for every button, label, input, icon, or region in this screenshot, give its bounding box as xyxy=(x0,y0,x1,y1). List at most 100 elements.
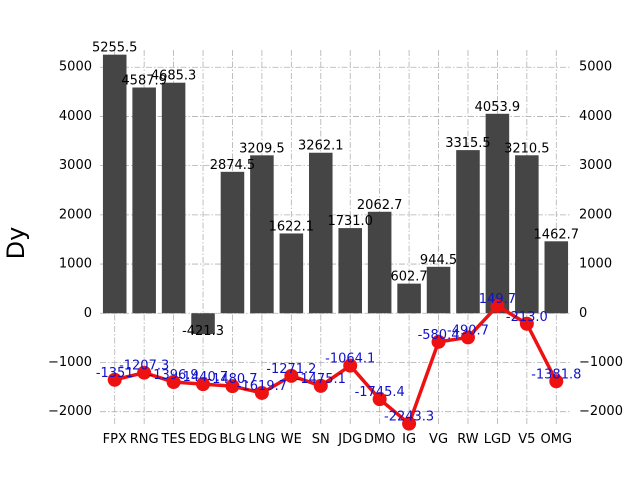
line-point xyxy=(107,372,122,387)
bar-value-label: 1622.1 xyxy=(269,219,315,234)
line-value-label: -213.0 xyxy=(506,310,548,325)
line-point xyxy=(313,378,328,393)
bar-value-label: 2874.5 xyxy=(210,158,256,173)
bar xyxy=(191,313,215,335)
bar xyxy=(456,150,480,314)
line-point xyxy=(402,416,417,431)
bar-value-label: 2062.7 xyxy=(357,198,403,213)
bar xyxy=(426,266,451,314)
x-tick-label: TES xyxy=(160,432,185,447)
x-tick-label: V5 xyxy=(518,432,535,447)
line-point xyxy=(254,385,269,400)
line-value-label: -1475.1 xyxy=(296,372,346,387)
bar-value-label: 3262.1 xyxy=(298,139,344,154)
line-point xyxy=(196,377,211,392)
y-tick-label-left: 1000 xyxy=(59,257,92,272)
x-tick-label: DMO xyxy=(364,432,395,447)
line-value-label: -1619.7 xyxy=(237,379,287,394)
line-point xyxy=(372,392,387,407)
x-tick-label: VG xyxy=(429,432,448,447)
x-tick-label: WE xyxy=(281,432,302,447)
bar xyxy=(250,155,274,314)
bar xyxy=(397,283,421,314)
y-tick-label-right: −1000 xyxy=(579,355,623,370)
bar-value-label: 4685.3 xyxy=(151,69,197,84)
x-tick-label: RNG xyxy=(130,432,159,447)
y-tick-label-right: 2000 xyxy=(579,207,612,222)
x-tick-label: LGD xyxy=(484,432,511,447)
x-tick-label: BLG xyxy=(219,432,245,447)
y-tick-label-left: 5000 xyxy=(59,60,92,75)
line-point xyxy=(490,298,505,313)
line-value-label: -1480.7 xyxy=(207,372,257,387)
line-point xyxy=(166,375,181,390)
line-value-label: -580.4 xyxy=(418,328,460,343)
bar-value-label: 1462.7 xyxy=(534,227,580,242)
line-series xyxy=(114,304,558,426)
y-tick-label-left: 2000 xyxy=(59,207,92,222)
x-tick-label: JDG xyxy=(337,432,362,447)
bar-layer xyxy=(102,54,569,335)
y-tick-label-right: 3000 xyxy=(579,158,612,173)
line-value-label: -1207.3 xyxy=(119,359,169,374)
line-value-label: -2243.3 xyxy=(384,410,434,425)
x-tick-label: IG xyxy=(402,432,416,447)
line-point xyxy=(137,365,152,380)
bar xyxy=(338,228,362,314)
y-tick-label-right: 0 xyxy=(579,306,587,321)
bar-value-label: 602.7 xyxy=(390,270,427,285)
bar-value-label: 4053.9 xyxy=(475,100,521,115)
line-point xyxy=(284,368,299,383)
line-value-label: -1351 xyxy=(96,366,134,381)
line-value-label: -1396.9 xyxy=(149,368,199,383)
bar-value-label: 4587.9 xyxy=(121,74,167,89)
y-tick-label-right: 4000 xyxy=(579,109,612,124)
line-point xyxy=(431,334,446,349)
x-tick-label: LNG xyxy=(248,432,275,447)
bar-value-label: -421.3 xyxy=(182,324,224,339)
bar-value-label: 3209.5 xyxy=(239,141,285,156)
y-tick-label-right: 5000 xyxy=(579,60,612,75)
line-layer xyxy=(107,298,564,431)
bar-value-label: 5255.5 xyxy=(92,41,138,56)
y-tick-label-left: −1000 xyxy=(48,355,92,370)
line-value-label: -1440.7 xyxy=(178,370,228,385)
y-axis-title: Dy xyxy=(2,227,30,260)
x-tick-label: EDG xyxy=(189,432,217,447)
y-tick-label-left: 3000 xyxy=(59,158,92,173)
line-label-layer: -1351-1207.3-1396.9-1440.7-1480.7-1619.7… xyxy=(96,292,582,425)
y-tick-label-right: −2000 xyxy=(579,404,623,419)
y-tick-label-left: 0 xyxy=(84,306,92,321)
bar xyxy=(515,155,539,314)
line-value-label: -1271.2 xyxy=(266,362,316,377)
x-tick-label: SN xyxy=(312,432,330,447)
line-point xyxy=(343,358,358,373)
line-value-label: -490.7 xyxy=(447,323,489,338)
bar xyxy=(485,113,510,314)
bar-value-label: 3210.5 xyxy=(504,141,550,156)
y-tick-label-left: 4000 xyxy=(59,109,92,124)
bar xyxy=(309,152,333,314)
line-point xyxy=(519,316,534,331)
line-value-label: 149.7 xyxy=(479,292,516,307)
bar-value-label: 944.5 xyxy=(420,253,457,268)
bar xyxy=(161,82,186,314)
bar-value-label: 3315.5 xyxy=(445,136,491,151)
bar xyxy=(279,233,304,314)
bar xyxy=(132,87,156,314)
line-value-label: -1745.4 xyxy=(355,385,405,400)
x-tick-label: FPX xyxy=(103,432,127,447)
bar xyxy=(220,171,245,314)
bar-value-label: 1731.0 xyxy=(327,214,373,229)
y-tick-label-left: −2000 xyxy=(48,404,92,419)
bar xyxy=(544,241,569,314)
line-point xyxy=(225,379,240,394)
y-tick-label-right: 1000 xyxy=(579,257,612,272)
line-point xyxy=(549,374,564,389)
x-tick-label: RW xyxy=(457,432,479,447)
x-tick-label: OMG xyxy=(541,432,573,447)
line-value-label: -1064.1 xyxy=(325,352,375,367)
bar xyxy=(102,54,127,314)
